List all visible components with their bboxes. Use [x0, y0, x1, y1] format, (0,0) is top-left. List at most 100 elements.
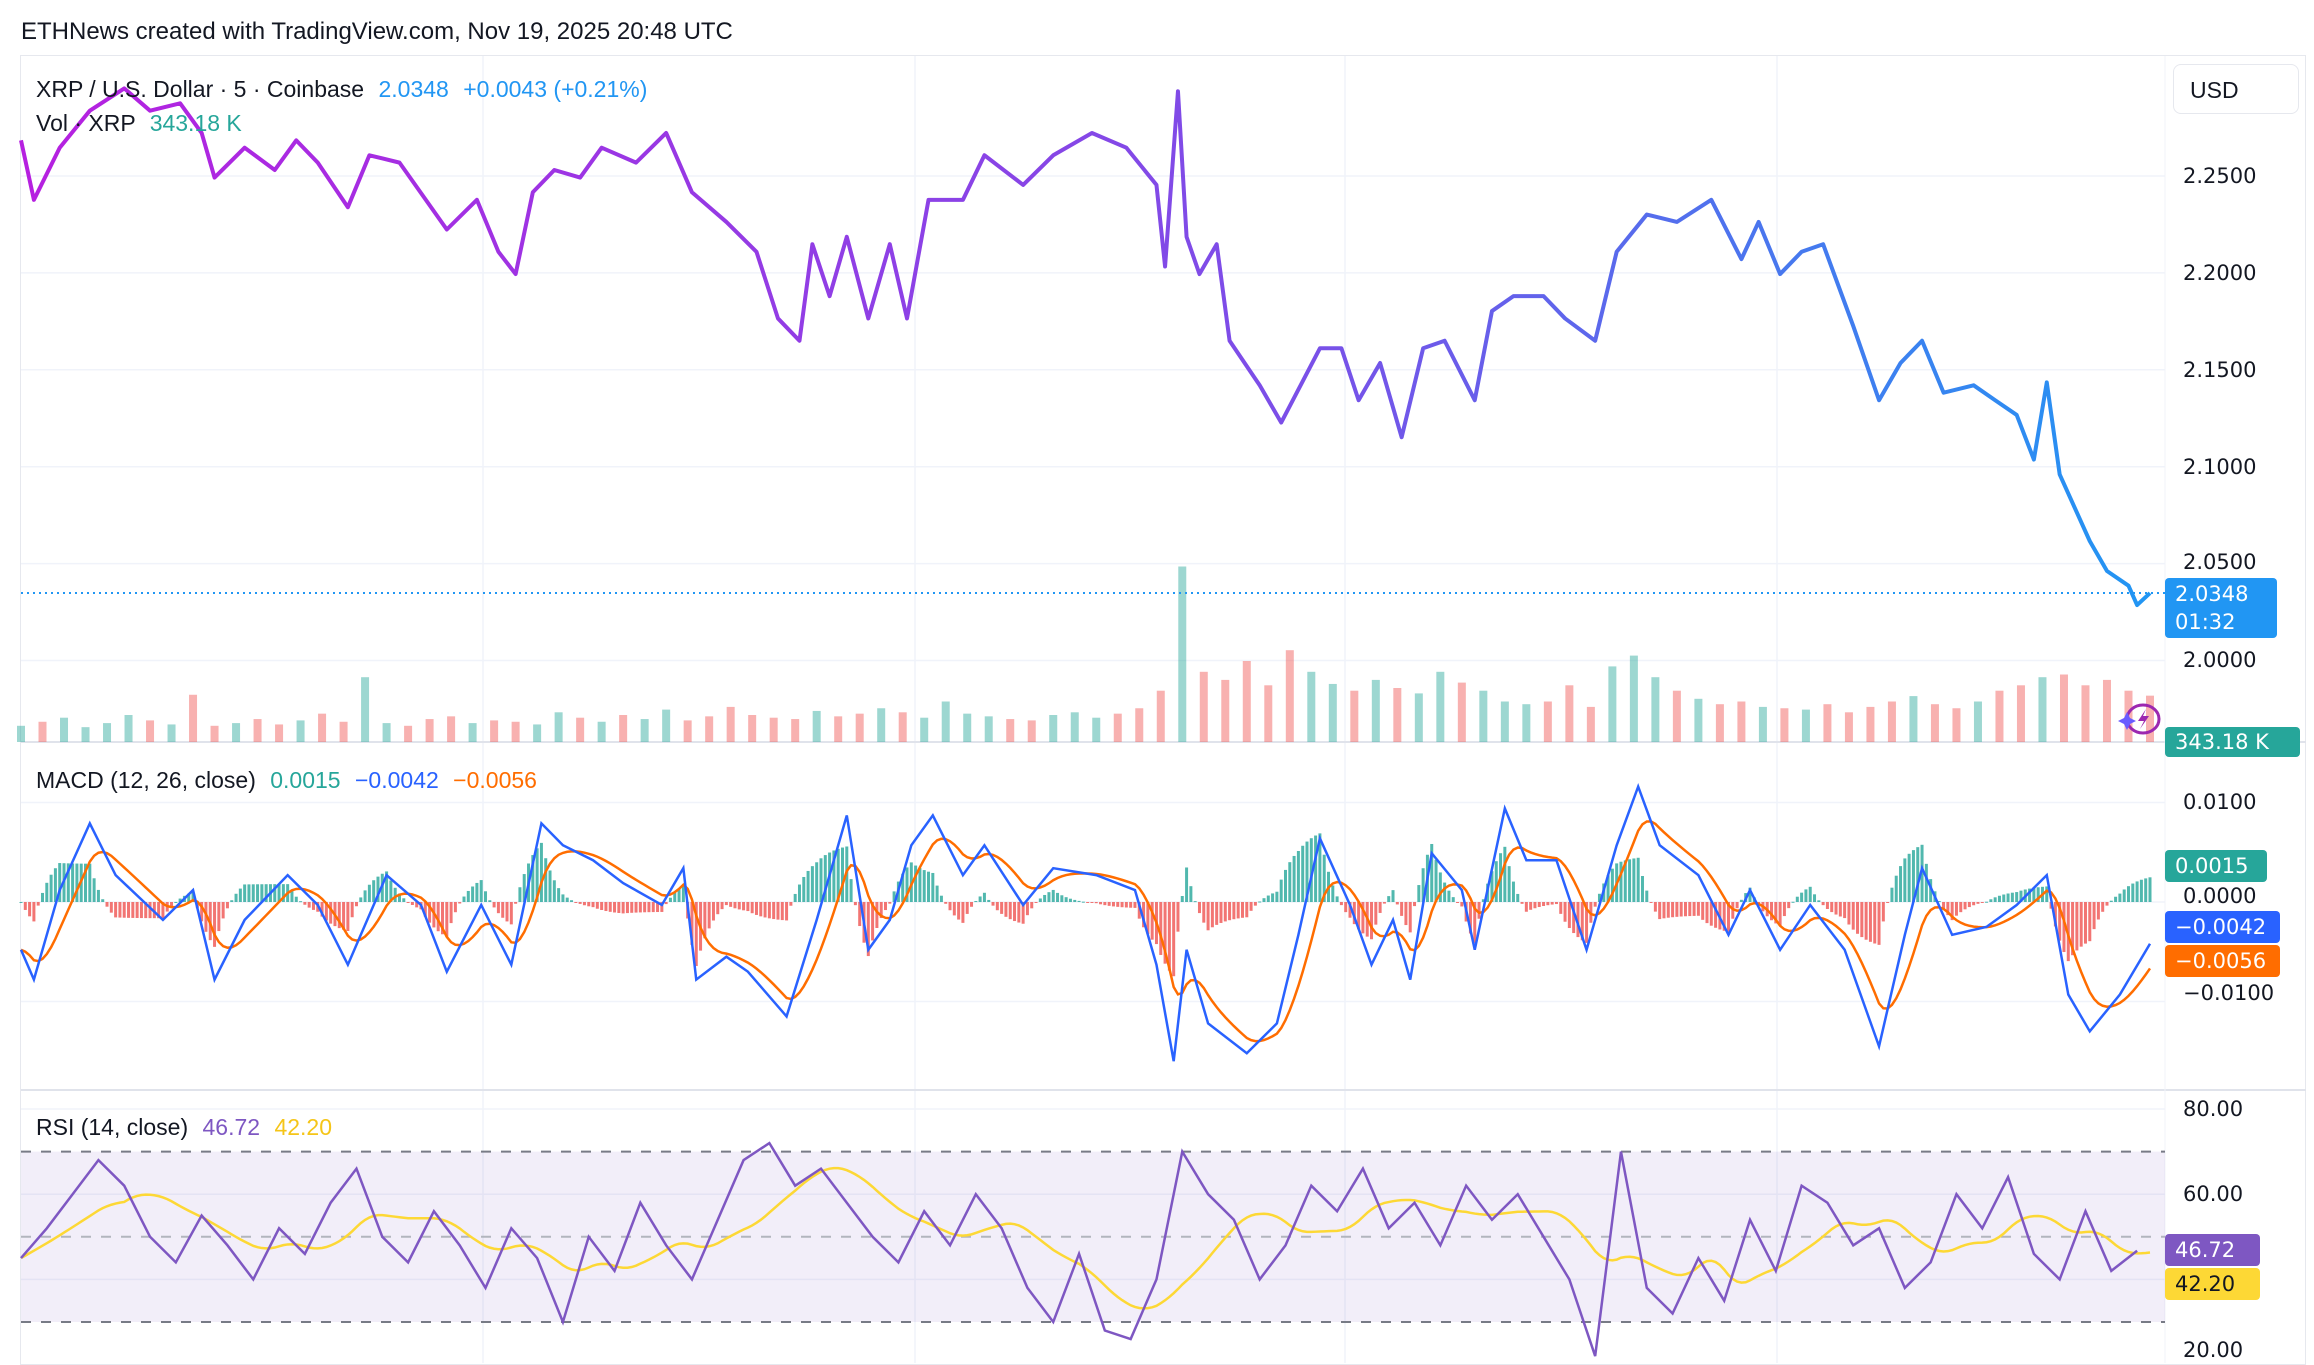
macd-histogram-bar [1770, 902, 1774, 921]
macd-histogram-bar [217, 902, 221, 932]
macd-histogram-bar [1245, 902, 1249, 918]
macd-histogram-bar [1253, 902, 1257, 906]
volume-legend[interactable]: Vol · XRP 343.18 K [36, 110, 242, 137]
currency-button[interactable]: USD [2173, 64, 2299, 114]
macd-histogram-bar [806, 870, 810, 902]
macd-histogram-bar [471, 886, 475, 902]
macd-histogram-bar [785, 902, 789, 921]
macd-histogram-bar [1421, 868, 1425, 902]
symbol-legend[interactable]: XRP / U.S. Dollar · 5 · Coinbase 2.0348 … [36, 76, 647, 103]
price-change: +0.0043 (+0.21%) [463, 76, 648, 102]
volume-bar [511, 721, 520, 742]
volume-bar [1758, 706, 1767, 742]
macd-histogram-bar [32, 902, 36, 922]
macd-tick: 0.0000 [2183, 884, 2257, 908]
macd-histogram-bar [939, 895, 943, 902]
volume-bar [1844, 712, 1853, 742]
macd-histogram-bar [836, 848, 840, 902]
macd-histogram-bar [505, 902, 509, 922]
rsi-ma-line [20, 1166, 2151, 1310]
macd-histogram-bar [1064, 897, 1068, 902]
macd-histogram-bar [656, 902, 660, 913]
macd-histogram-bar [423, 902, 427, 917]
macd-histogram-bar [1357, 902, 1361, 930]
macd-histogram-bar [372, 880, 376, 902]
macd-histogram-bar [789, 902, 793, 906]
volume-bar [1694, 698, 1703, 742]
macd-histogram-bar [53, 868, 57, 902]
macd-histogram-bar [1671, 902, 1675, 918]
macd-histogram-bar [281, 884, 285, 902]
macd-pane [19, 782, 2152, 1062]
macd-histogram-bar [84, 863, 88, 902]
macd-histogram-bar [1554, 902, 1558, 905]
macd-histogram-bar [1167, 902, 1171, 971]
volume-bar [1199, 671, 1208, 742]
rsi-pane [20, 1141, 2165, 1357]
macd-histogram-bar [225, 902, 229, 909]
macd-histogram-bar [2071, 902, 2075, 956]
macd-histogram-bar [1791, 901, 1795, 903]
macd-histogram-bar [1830, 902, 1834, 913]
macd-histogram-bar [1180, 896, 1184, 902]
macd-histogram-bar [1860, 902, 1864, 938]
macd-histogram-bar [389, 880, 393, 902]
macd-legend[interactable]: MACD (12, 26, close) 0.0015 −0.0042 −0.0… [36, 767, 537, 794]
macd-histogram-bar [660, 902, 664, 912]
volume-bar [361, 677, 370, 742]
macd-histogram-bar [1236, 902, 1240, 919]
macd-histogram-bar [200, 902, 204, 922]
macd-histogram-bar [251, 884, 255, 902]
volume-bar [1801, 709, 1810, 742]
volume-bar [1887, 701, 1896, 742]
macd-histogram-bar [1959, 902, 1963, 913]
macd-histogram-bar [1864, 902, 1868, 940]
macd-histogram-bar [415, 902, 419, 908]
volume-bar [17, 725, 25, 742]
price-tag-value: 2.0348 [2175, 582, 2249, 606]
macd-histogram-bar [1473, 902, 1477, 944]
macd-histogram-bar [1404, 902, 1408, 926]
rsi-legend[interactable]: RSI (14, close) 46.72 42.20 [36, 1114, 332, 1141]
macd-histogram-bar [600, 902, 604, 911]
macd-histogram-bar [290, 891, 294, 902]
macd-histogram-bar [565, 897, 569, 902]
macd-histogram-bar [1292, 855, 1296, 902]
macd-histogram-bar [1417, 885, 1421, 902]
macd-histogram-bar [393, 887, 397, 902]
volume-bar [1070, 712, 1079, 742]
macd-histogram-bar [1800, 892, 1804, 902]
lightning-sparkle-icon[interactable] [2118, 703, 2161, 735]
macd-histogram-bar [2062, 902, 2066, 953]
macd-histogram-bar [2131, 883, 2135, 902]
macd-histogram-bar [453, 902, 457, 913]
volume-bar [1049, 715, 1058, 742]
macd-histogram-bar [92, 878, 96, 902]
macd-histogram-bar [2096, 902, 2100, 920]
macd-histogram-bar [1563, 902, 1567, 922]
macd-histogram-bar [311, 902, 315, 910]
macd-histogram-bar [1206, 902, 1210, 931]
macd-histogram-bar [260, 884, 264, 902]
macd-histogram-bar [1787, 902, 1791, 909]
macd-histogram-bar [23, 902, 27, 910]
price-tick: 2.2000 [2183, 261, 2257, 285]
macd-histogram-bar [922, 870, 926, 902]
macd-histogram-bar [1645, 890, 1649, 902]
macd-histogram-bar [256, 884, 260, 902]
volume-value: 343.18 K [149, 110, 242, 136]
price-tick: 2.0000 [2183, 648, 2257, 672]
macd-histogram-bar [514, 902, 518, 904]
macd-histogram-bar [1572, 902, 1576, 934]
volume-bar [38, 721, 47, 742]
macd-histogram-bar [1352, 902, 1356, 925]
macd-histogram-bar [1477, 902, 1481, 919]
volume-bar [1500, 701, 1509, 742]
macd-histogram-bar [2058, 902, 2062, 941]
macd-histogram-bar [1507, 866, 1511, 902]
volume-bar [1371, 679, 1380, 742]
macd-histogram-bar [135, 902, 139, 918]
macd-histogram-bar [763, 902, 767, 918]
volume-bar [1178, 566, 1187, 742]
